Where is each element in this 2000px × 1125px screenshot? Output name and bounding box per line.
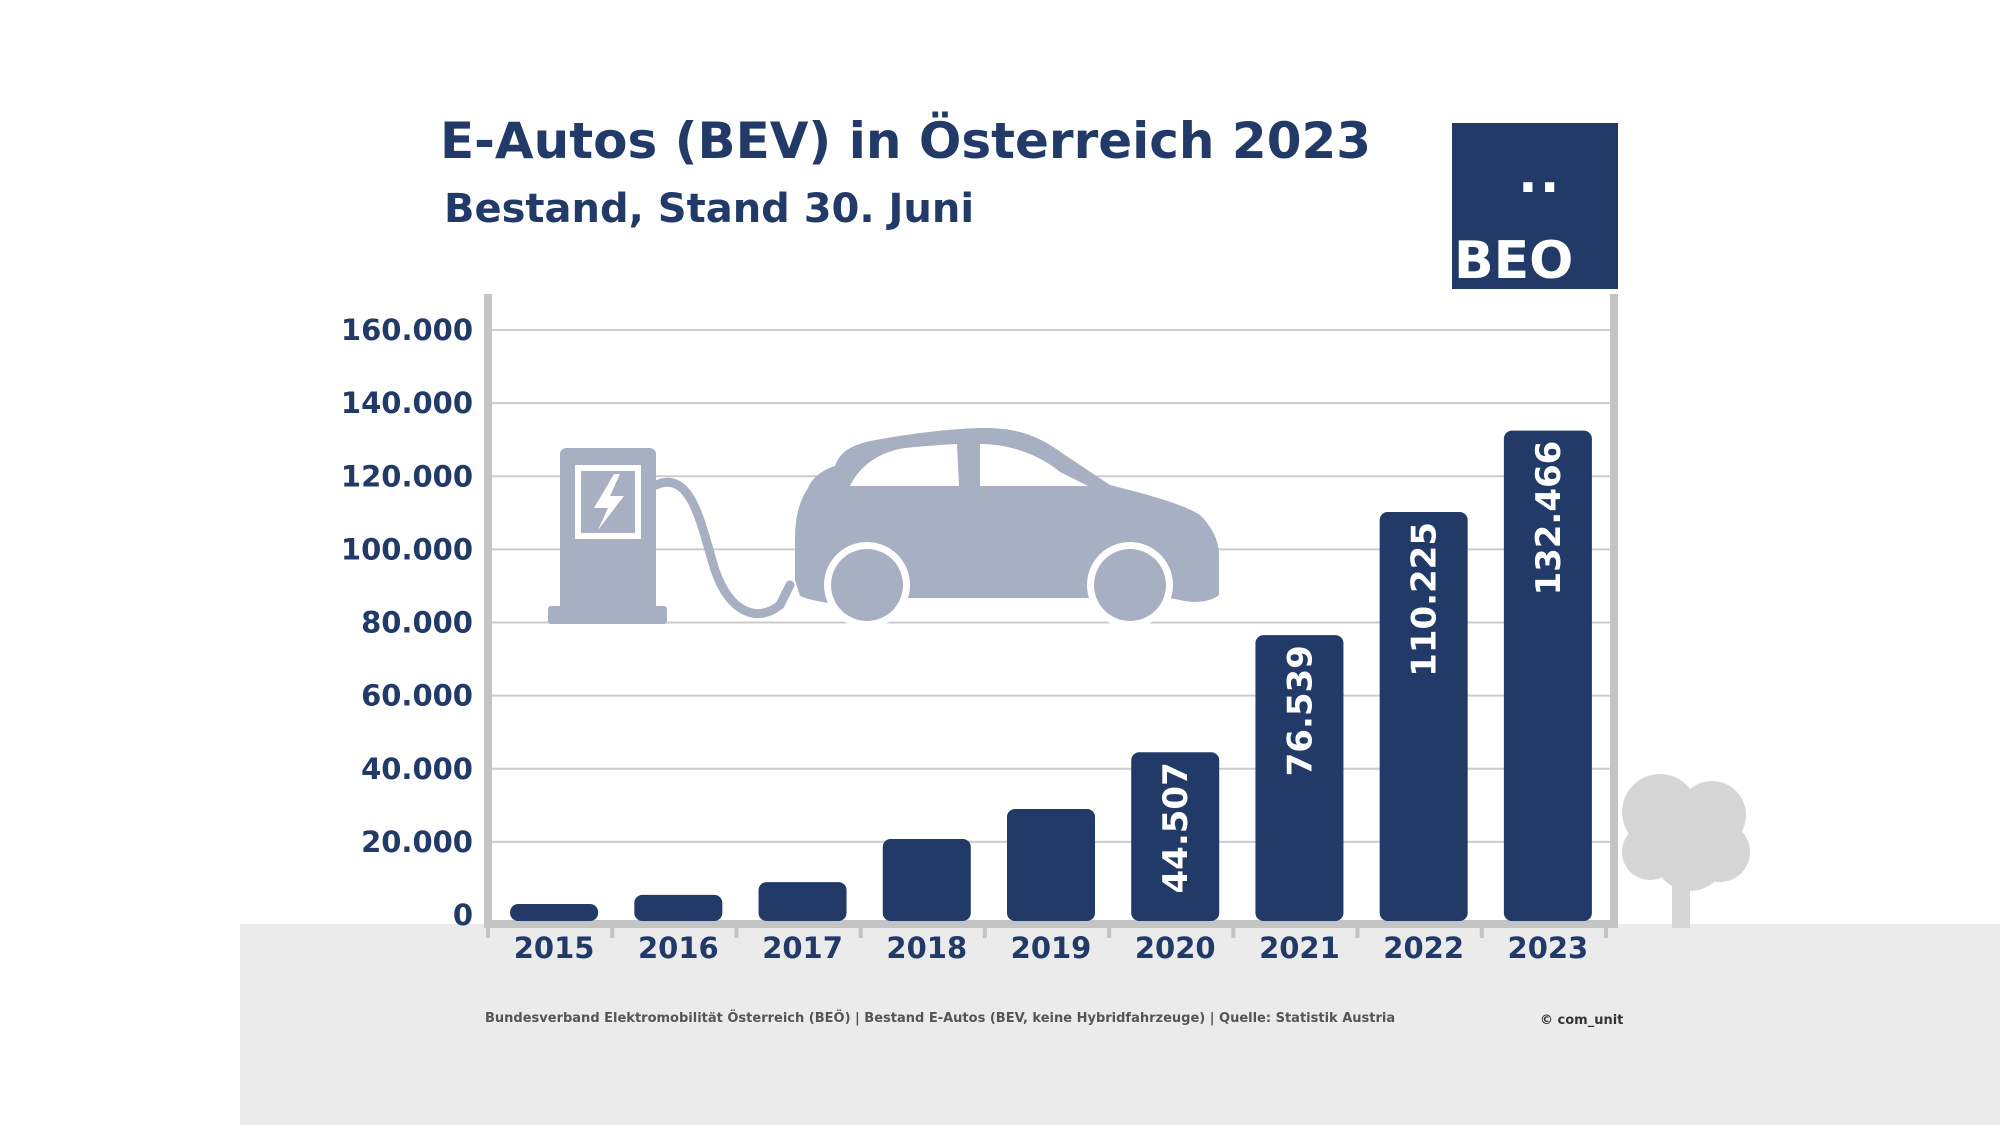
charging-cable — [651, 478, 795, 619]
y-tick-label: 80.000 — [361, 606, 473, 640]
x-tick — [1231, 928, 1236, 938]
x-tick — [1355, 928, 1360, 938]
right-frame-line — [1610, 294, 1618, 928]
electric-car-icon — [795, 428, 1220, 628]
x-category-label: 2015 — [514, 931, 595, 965]
bar-2015 — [510, 904, 599, 921]
y-tick-labels: 0 20.000 40.000 60.000 80.000 100.000 120.000 1… — [341, 313, 473, 932]
x-axis-line — [484, 920, 1618, 928]
x-category-label: 2018 — [886, 931, 967, 965]
logo-dots: .. — [1518, 145, 1562, 205]
bar-2023 — [1503, 430, 1592, 921]
y-axis-line — [484, 294, 492, 928]
bar-value-label: 110.225 — [1405, 522, 1445, 677]
x-tick — [858, 928, 863, 938]
y-tick-label: 40.000 — [361, 752, 473, 786]
bar-2022 — [1379, 511, 1468, 921]
logo-text: BEO — [1454, 231, 1574, 291]
y-tick-label: 0 — [453, 898, 473, 932]
beo-logo: .. BEO — [1452, 123, 1618, 289]
bar-2016 — [634, 894, 723, 921]
x-category-label: 2021 — [1259, 931, 1340, 965]
x-tick — [486, 928, 490, 938]
chart-title: E-Autos (BEV) in Österreich 2023 — [440, 112, 1372, 170]
bar-2018 — [882, 838, 971, 921]
x-category-label: 2020 — [1135, 931, 1216, 965]
x-tick — [982, 928, 987, 938]
x-tick — [1107, 928, 1112, 938]
x-tick — [610, 928, 615, 938]
category-labels: 2015 2016 2017 2018 2019 2020 2021 2022 2023 — [514, 931, 1588, 965]
x-category-label: 2023 — [1508, 931, 1589, 965]
x-tick — [734, 928, 739, 938]
x-axis-ticks — [486, 928, 1608, 938]
x-category-label: 2022 — [1383, 931, 1464, 965]
x-category-label: 2017 — [762, 931, 843, 965]
copyright-credit: © com_unit — [1540, 1013, 1624, 1028]
bar-value-labels: 44.507 76.539 110.225 132.466 — [1156, 441, 1569, 894]
y-tick-label: 120.000 — [341, 459, 473, 493]
x-category-label: 2016 — [638, 931, 719, 965]
bar-2021 — [1255, 635, 1344, 921]
x-category-label: 2019 — [1011, 931, 1092, 965]
source-note: Bundesverband Elektromobilität Österreic… — [485, 1011, 1396, 1026]
bar-2017 — [758, 882, 847, 921]
y-tick-label: 140.000 — [341, 386, 473, 420]
bar-value-label: 44.507 — [1156, 762, 1196, 893]
tree-icon — [1622, 774, 1750, 928]
x-tick — [1604, 928, 1608, 938]
x-tick — [1479, 928, 1484, 938]
y-tick-label: 100.000 — [341, 532, 473, 566]
bar-2019 — [1007, 808, 1095, 921]
ground-band — [240, 924, 2000, 1125]
bar-2020 — [1131, 752, 1220, 921]
chart-subtitle: Bestand, Stand 30. Juni — [444, 186, 975, 232]
y-tick-label: 20.000 — [361, 825, 473, 859]
y-tick-label: 160.000 — [341, 313, 473, 347]
y-tick-label: 60.000 — [361, 679, 473, 713]
charging-station-icon — [548, 448, 667, 624]
bar-value-label: 132.466 — [1529, 441, 1569, 596]
bar-value-label: 76.539 — [1280, 645, 1320, 776]
bars — [510, 430, 1592, 921]
